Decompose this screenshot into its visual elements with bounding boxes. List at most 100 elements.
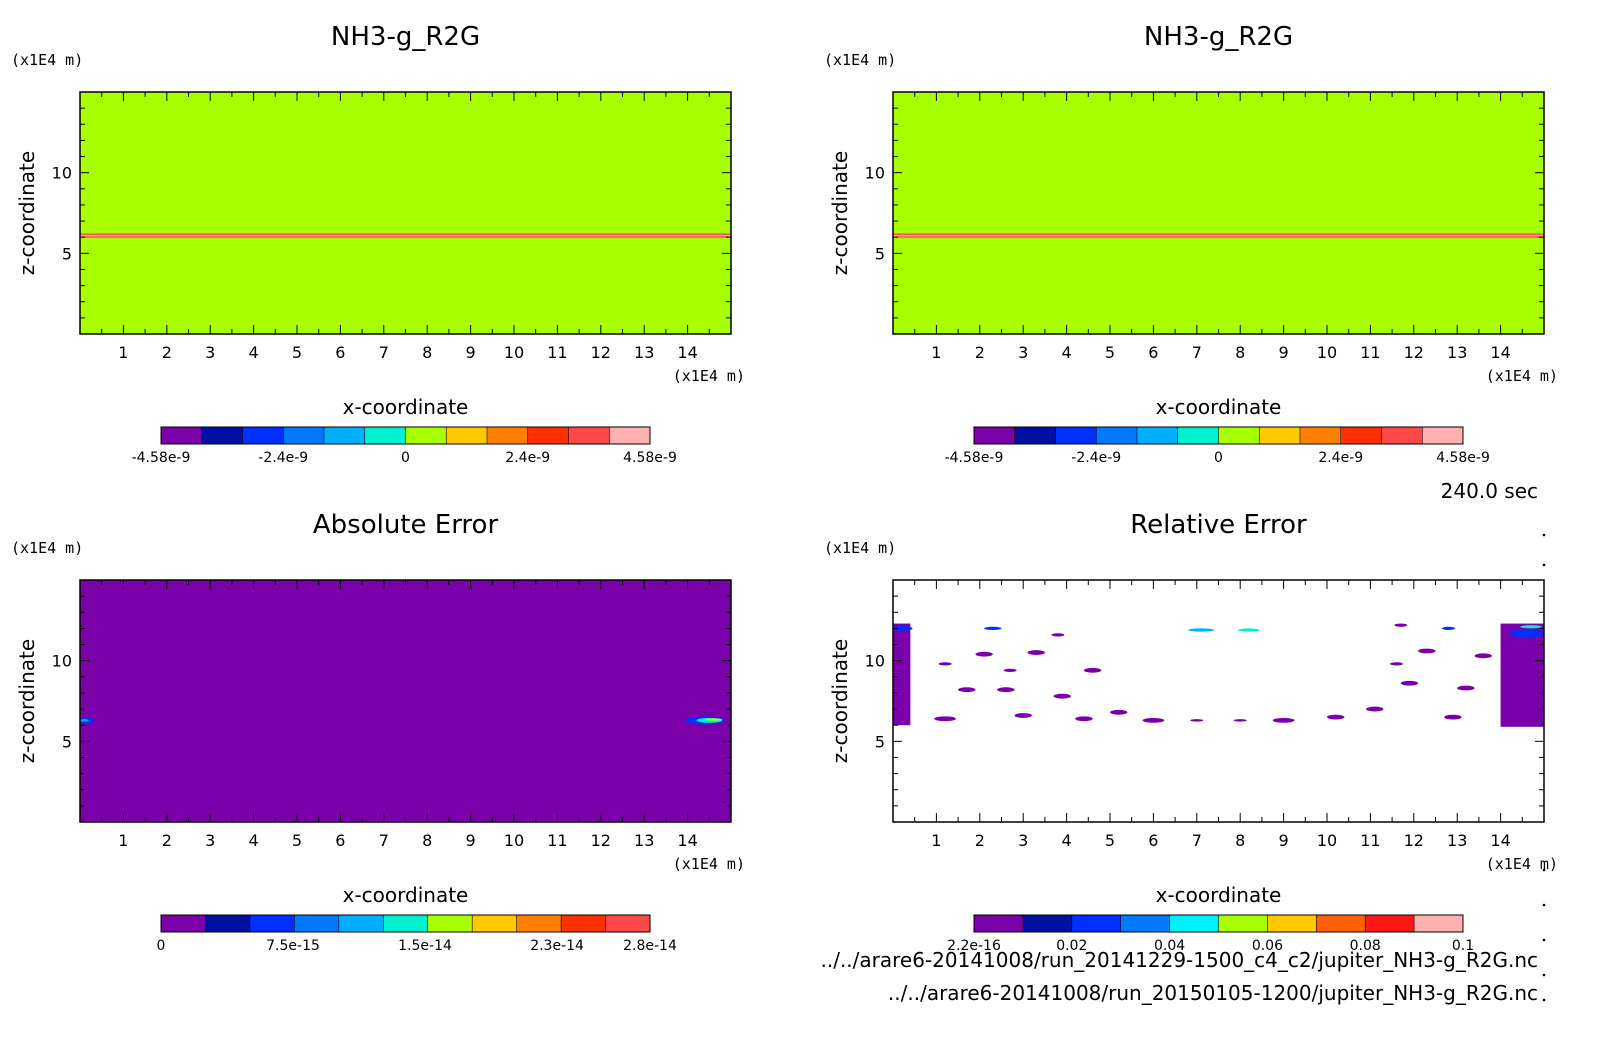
panel4-contour-blob: [1075, 716, 1093, 722]
panel2-x-tick-label: 6: [1148, 343, 1158, 362]
panel2-x-tick-label: 9: [1279, 343, 1289, 362]
panel4-contour-blob: [1327, 714, 1345, 720]
panel1-plot-background: [80, 92, 731, 334]
panel3-colorbar-tick-label: 1.5e-14: [398, 938, 452, 954]
panel3-plot-background: [80, 580, 731, 822]
panel1-colorbar-tick-label: -4.58e-9: [132, 450, 191, 466]
panel3-x-tick-label: 1: [118, 831, 128, 850]
panel4-y-tick-label: 10: [865, 652, 885, 671]
panel4-contour-blob: [1110, 709, 1128, 715]
panel4-contour-blob: [1444, 714, 1462, 720]
panel4-x-tick-label: 7: [1192, 831, 1202, 850]
panel4-x-axis-label: x-coordinate: [1156, 883, 1282, 907]
panel1-x-tick-label: 10: [504, 343, 524, 362]
panel3-x-tick-label: 7: [379, 831, 389, 850]
panel2-colorbar-swatch: [1177, 427, 1219, 444]
panel1-x-tick-label: 8: [422, 343, 432, 362]
panel3-x-unit-label: (x1E4 m): [673, 855, 745, 873]
panel1-x-unit-label: (x1E4 m): [673, 367, 745, 385]
panel1-y-tick-label: 10: [52, 164, 72, 183]
panel4-x-tick-label: 11: [1360, 831, 1380, 850]
panel4-colorbar-swatch: [1414, 915, 1464, 932]
panel3-colorbar-swatch: [383, 915, 429, 932]
panel2-x-tick-label: 7: [1192, 343, 1202, 362]
panel2-x-tick-label: 2: [975, 343, 985, 362]
panel2-x-tick-label: 11: [1360, 343, 1380, 362]
panel4-x-tick-label: 6: [1148, 831, 1158, 850]
panel4-x-tick-label: 3: [1018, 831, 1028, 850]
panel2-x-tick-label: 4: [1062, 343, 1072, 362]
panel2-x-tick-label: 10: [1317, 343, 1337, 362]
panel1-colorbar-swatch: [201, 427, 243, 444]
panel1-x-tick-label: 9: [466, 343, 476, 362]
panel4-title: Relative Error: [1130, 510, 1307, 540]
panel3-title: Absolute Error: [313, 510, 499, 540]
panel1-x-tick-label: 13: [634, 343, 654, 362]
time-label: 240.0 sec: [1441, 479, 1538, 503]
margin-dot: [1542, 973, 1546, 977]
panel2-colorbar-swatch: [1014, 427, 1056, 444]
panel2-colorbar-tick-label: -2.4e-9: [1071, 450, 1121, 466]
panel4-x-tick-label: 8: [1235, 831, 1245, 850]
panel2-x-tick-label: 13: [1447, 343, 1467, 362]
panel2-x-tick-label: 3: [1018, 343, 1028, 362]
panel1-title: NH3-g_R2G: [331, 22, 480, 52]
panel1-colorbar-tick-label: 2.4e-9: [505, 450, 550, 466]
panel4-x-tick-label: 1: [931, 831, 941, 850]
panel3-x-tick-label: 2: [162, 831, 172, 850]
panel4-x-tick-label: 13: [1447, 831, 1467, 850]
panel1-colorbar-swatch: [527, 427, 569, 444]
panel3-colorbar-tick-label: 2.3e-14: [530, 938, 584, 954]
panel4-contour-blob: [1418, 648, 1436, 654]
panel2-colorbar-swatch: [1300, 427, 1342, 444]
panel2-x-tick-label: 5: [1105, 343, 1115, 362]
panel3-y-tick-label: 10: [52, 652, 72, 671]
panel4-contour-blob: [1233, 719, 1247, 722]
panel4-contour-region: [893, 623, 911, 726]
panel4-colorbar-tick-label: 0.08: [1350, 938, 1381, 954]
panel3-colorbar-swatch: [561, 915, 607, 932]
margin-dot: [1542, 998, 1546, 1002]
panel4-x-tick-label: 12: [1404, 831, 1424, 850]
panel4-contour-blob: [1509, 629, 1544, 638]
panel3-x-tick-label: 8: [422, 831, 432, 850]
panel3-contour-blob: [80, 719, 89, 722]
panel4-x-tick-label: 5: [1105, 831, 1115, 850]
panel1-x-axis-label: x-coordinate: [343, 395, 469, 419]
panel1-contour-band: [80, 234, 731, 237]
panel4-colorbar-swatch: [1071, 915, 1122, 932]
panel1-x-tick-label: 3: [205, 343, 215, 362]
panel2-title: NH3-g_R2G: [1144, 22, 1293, 52]
panel3-x-tick-label: 3: [205, 831, 215, 850]
panel1-colorbar-tick-label: -2.4e-9: [258, 450, 308, 466]
panel4-colorbar-swatch: [1169, 915, 1219, 932]
panel3-colorbar-swatch: [427, 915, 473, 932]
panel1-x-tick-label: 4: [249, 343, 259, 362]
file-path-2: ../../arare6-20141008/run_20150105-1200/…: [888, 981, 1538, 1005]
panel3-colorbar-swatch: [516, 915, 562, 932]
panel4-x-unit-label: (x1E4 m): [1486, 855, 1558, 873]
panel2-x-tick-label: 12: [1404, 343, 1424, 362]
panel3-x-tick-label: 9: [466, 831, 476, 850]
panel3-y-unit-label: (x1E4 m): [11, 539, 83, 557]
panel1-x-tick-label: 5: [292, 343, 302, 362]
panel4-contour-blob: [1400, 680, 1419, 686]
panel3-colorbar-tick-label: 7.5e-15: [266, 938, 320, 954]
panel4-colorbar-swatch: [1267, 915, 1317, 932]
panel4-contour-blob: [1457, 685, 1475, 691]
panel4-colorbar-swatch: [1218, 915, 1268, 932]
panel2-x-tick-label: 14: [1490, 343, 1510, 362]
panel4-y-tick-label: 5: [875, 732, 885, 751]
panel2-colorbar-tick-label: -4.58e-9: [945, 450, 1004, 466]
panel4-contour-blob: [975, 651, 993, 657]
panel4-contour-region: [1500, 623, 1544, 727]
panel4-colorbar-swatch: [1120, 915, 1171, 932]
panel4-contour-blob: [1520, 625, 1542, 629]
panel3-x-tick-label: 5: [292, 831, 302, 850]
margin-dot: [1542, 563, 1546, 567]
panel2-colorbar-swatch: [1381, 427, 1423, 444]
panel3-colorbar-tick-label: 0: [157, 938, 166, 954]
panel2-y-unit-label: (x1E4 m): [824, 51, 896, 69]
panel3-colorbar-swatch: [472, 915, 518, 932]
